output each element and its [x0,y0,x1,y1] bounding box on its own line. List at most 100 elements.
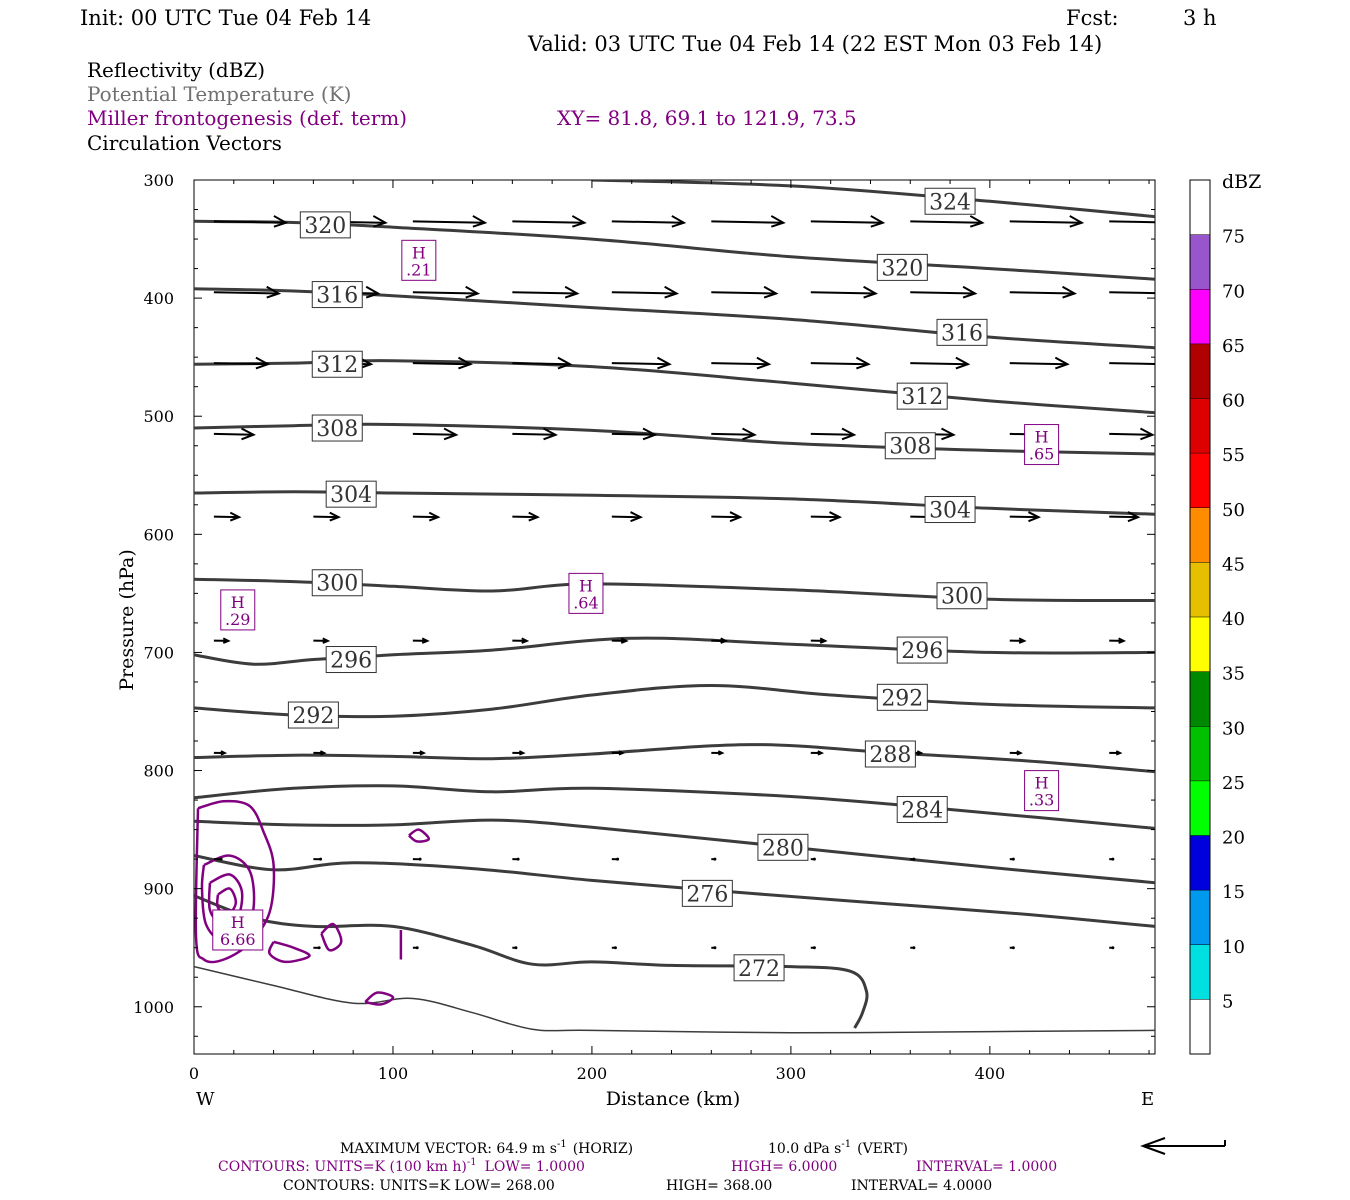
maximum-letter: H [1035,774,1049,793]
circulation-vector [412,215,488,228]
theta-label: 284 [896,796,948,824]
circulation-vector [711,285,779,299]
frontogenesis-maximum: H.33 [1024,770,1060,812]
theta-contour-284 [194,784,1155,830]
theta-label: 312 [896,382,948,410]
circulation-vector [810,857,816,861]
footer-theta-interval: INTERVAL= 4.0000 [851,1178,992,1194]
colorbar-segment [1190,234,1210,290]
maximum-value: .33 [1029,791,1054,810]
theta-label: 304 [924,496,976,524]
theta-contour-324 [591,180,1155,219]
circulation-vector [611,356,672,370]
colorbar-level-label: 50 [1222,500,1245,521]
maximum-letter: H [231,913,245,932]
circulation-vector [810,750,825,756]
theta-label-box [757,833,809,861]
y-tick-label: 1000 [133,998,174,1017]
theta-label-box [896,796,948,824]
colorbar-segment [1190,999,1210,1054]
theta-label: 280 [757,833,809,861]
theta-label-box [896,636,948,664]
theta-label: 292 [287,701,339,729]
theta-label-box [311,569,363,597]
colorbar-level-label: 60 [1222,391,1245,412]
colorbar-segment [1190,343,1210,399]
frontogenesis-maximum: H.65 [1024,424,1060,466]
circulation-vector [611,427,658,441]
maximum-value: 6.66 [220,930,256,949]
init-time: Init: 00 UTC Tue 04 Feb 14 [80,6,371,30]
theta-label: 272 [733,954,785,982]
footer-vert-scale: 10.0 dPa s-1 (VERT) [768,1139,908,1157]
colorbar-segment [1190,726,1210,781]
colorbar-level-label: 35 [1222,664,1245,685]
circulation-vector [910,356,971,370]
maximum-letter: H [412,243,426,262]
x-tick-label: 400 [975,1064,1006,1083]
footer-fronto-interval: INTERVAL= 1.0000 [916,1159,1057,1175]
colorbar-level-label: 5 [1222,991,1233,1012]
circulation-vector [711,946,717,950]
colorbar-segment [1190,180,1210,235]
footer-max-vector: MAXIMUM VECTOR: 64.9 m s-1 (HORIZ) [340,1139,633,1157]
theta-label: 320 [876,253,928,281]
circulation-vector [1009,215,1085,228]
circulation-vector [412,356,473,370]
maximum-box [568,572,604,614]
circulation-vector [412,750,427,756]
theta-label-text: 324 [929,190,971,215]
field-theta: Potential Temperature (K) [87,82,351,106]
colorbar-segment [1190,780,1210,836]
circulation-vector [611,285,680,299]
circulation-vector [213,356,271,370]
circulation-vector [313,750,327,756]
circulation-vector [910,857,916,861]
theta-label-text: 308 [889,435,931,460]
theta-label-box [681,879,733,907]
y-tick-label: 700 [143,643,174,662]
circulation-vector [512,356,573,370]
circulation-vector [711,427,757,441]
maximum-box [1024,424,1060,466]
circulation-vector [910,285,978,299]
theta-label-text: 300 [941,585,983,610]
colorbar-segment [1190,507,1210,563]
circulation-vector [412,857,422,861]
theta-label-text: 292 [881,686,923,711]
colorbar-segment [1190,453,1210,508]
theta-label: 296 [325,646,377,674]
circulation-vector [711,511,743,523]
theta-contour-296 [194,636,1155,666]
field-reflectivity: Reflectivity (dBZ) [87,58,265,82]
plot-clip-group [194,180,1155,1034]
maximum-letter: H [231,593,245,612]
colorbar-level-label: 65 [1222,336,1245,357]
circulation-vector [810,511,843,523]
circulation-vector [313,511,342,522]
circulation-vector [313,637,331,644]
colorbar-level-label: 70 [1222,281,1245,302]
circulation-vector [512,427,558,441]
circulation-vector [910,946,916,950]
circulation-vector [711,750,725,756]
circulation-vector [1009,750,1023,756]
circulation-vector [810,946,816,950]
theta-label-box [896,382,948,410]
theta-label-box [876,683,928,711]
circulation-vector [611,750,626,756]
theta-label-text: 280 [762,836,804,861]
maximum-letter: H [579,576,593,595]
theta-contour-276 [194,854,1155,928]
theta-contour-304 [194,490,1155,516]
circulation-vector [1009,946,1015,950]
theta-label-box [325,480,377,508]
frontogenesis-maximum: H.21 [401,239,437,281]
y-tick-label: 800 [143,762,174,781]
circulation-vector [213,857,223,861]
theta-label-box [924,496,976,524]
theta-contour-272 [194,894,869,1029]
theta-label: 312 [311,350,363,378]
x-tick-label: 100 [378,1064,409,1083]
theta-label: 292 [876,683,928,711]
